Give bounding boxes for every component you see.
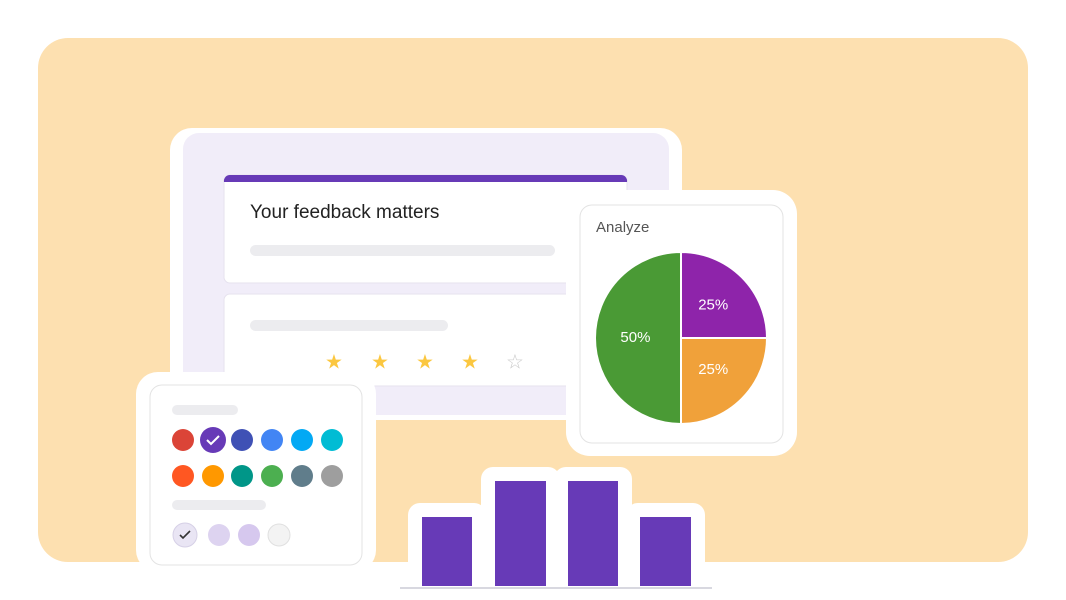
pie-slice <box>680 250 769 339</box>
star: ★ <box>371 351 389 373</box>
swatch[interactable] <box>202 465 224 487</box>
star: ★ <box>325 351 343 373</box>
pie-slice <box>594 250 682 426</box>
star-rating: ★ ★ ★ ★ ☆ <box>325 351 524 373</box>
analyze-title: Analyze <box>596 219 649 236</box>
placeholder-bar <box>172 405 238 415</box>
swatch[interactable] <box>231 465 253 487</box>
placeholder-bar <box>250 320 448 331</box>
slice-label: 50% <box>620 329 650 346</box>
bar <box>640 517 691 586</box>
slice-label: 25% <box>698 297 728 314</box>
swatch-selected[interactable] <box>200 427 226 453</box>
placeholder-bar <box>250 245 555 256</box>
form-title: Your feedback matters <box>250 202 439 223</box>
swatch[interactable] <box>321 429 343 451</box>
bar <box>422 517 472 586</box>
palette-card <box>149 384 363 566</box>
shade[interactable] <box>238 524 260 546</box>
shade[interactable] <box>267 523 291 547</box>
swatch[interactable] <box>261 465 283 487</box>
bar <box>568 481 618 586</box>
swatch[interactable] <box>321 465 343 487</box>
color-swatches <box>172 427 343 487</box>
swatch[interactable] <box>172 465 194 487</box>
slice-label: 25% <box>698 361 728 378</box>
star: ★ <box>416 351 434 373</box>
star: ★ <box>461 351 479 373</box>
swatch[interactable] <box>291 465 313 487</box>
star: ☆ <box>506 351 524 373</box>
form-accent <box>223 174 628 182</box>
pie-chart: 25% 25% 50% <box>594 250 769 426</box>
swatch[interactable] <box>172 429 194 451</box>
bar <box>495 481 546 586</box>
check <box>179 530 191 540</box>
placeholder-bar <box>172 500 266 510</box>
swatch[interactable] <box>261 429 283 451</box>
shade[interactable] <box>208 524 230 546</box>
bar-decoration <box>400 467 712 600</box>
swatch[interactable] <box>291 429 313 451</box>
swatch[interactable] <box>231 429 253 451</box>
check <box>206 435 220 446</box>
pie-slice <box>680 337 769 426</box>
